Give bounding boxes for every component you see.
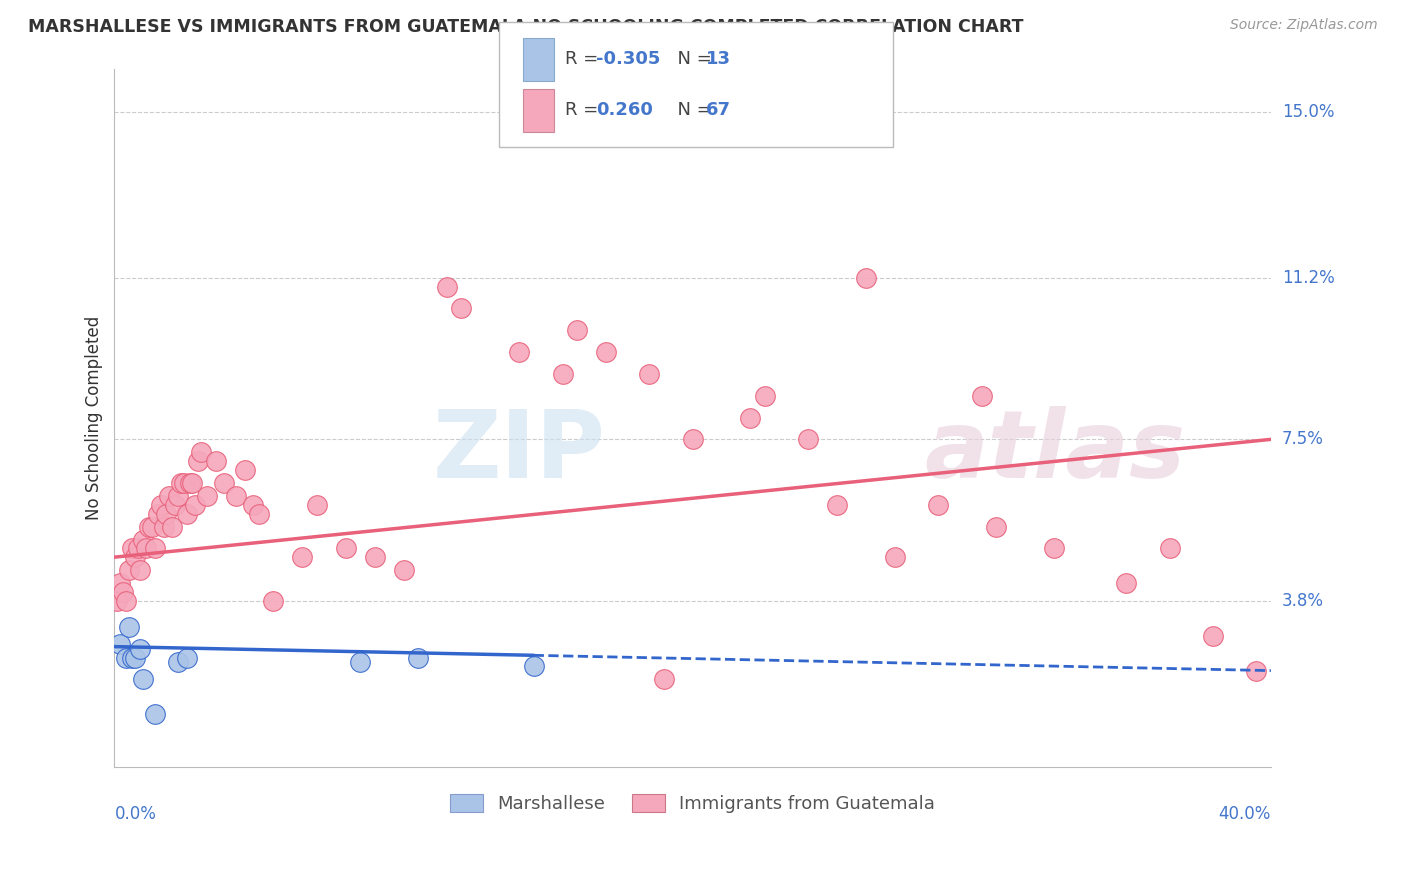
Legend: Marshallese, Immigrants from Guatemala: Marshallese, Immigrants from Guatemala [443,787,942,821]
Text: R =: R = [565,50,605,68]
Point [165,498,187,512]
Point [135,541,157,556]
Point [127,541,149,556]
Point [595,345,617,359]
Point [121,541,143,556]
Point [112,585,135,599]
Point [682,433,704,447]
Text: ZIP: ZIP [433,407,606,499]
Point [190,445,212,459]
Point [115,594,138,608]
Point [1246,664,1268,678]
Point [1202,629,1225,643]
Point [335,541,357,556]
Point [392,563,415,577]
Point [242,498,264,512]
Point [138,519,160,533]
Point [118,620,141,634]
Point [108,576,131,591]
Point [132,533,155,547]
Point [173,475,195,490]
Text: 7.5%: 7.5% [1282,430,1324,449]
Point [187,454,209,468]
Text: R =: R = [565,102,610,120]
Text: N =: N = [666,102,718,120]
Text: 67: 67 [706,102,731,120]
Point [167,489,190,503]
Text: Source: ZipAtlas.com: Source: ZipAtlas.com [1230,18,1378,32]
Point [565,323,588,337]
Text: 13: 13 [706,50,731,68]
Point [233,463,256,477]
Point [115,650,138,665]
Point [450,301,472,316]
Point [884,550,907,565]
Point [825,498,848,512]
Point [143,707,166,722]
Point [970,389,993,403]
Point [184,498,207,512]
Point [181,475,204,490]
Point [118,563,141,577]
Point [121,650,143,665]
Point [986,519,1008,533]
Point [195,489,218,503]
Point [108,637,131,651]
Point [143,541,166,556]
Point [1043,541,1066,556]
Point [167,655,190,669]
Point [305,498,328,512]
Text: 3.8%: 3.8% [1282,591,1324,610]
Point [797,433,820,447]
Text: 0.260: 0.260 [596,102,652,120]
Point [152,519,174,533]
Point [132,673,155,687]
Point [349,655,371,669]
Point [124,650,146,665]
Point [754,389,776,403]
Point [129,563,152,577]
Point [363,550,385,565]
Point [146,507,169,521]
Point [149,498,172,512]
Point [291,550,314,565]
Y-axis label: No Schooling Completed: No Schooling Completed [86,316,103,520]
Point [927,498,949,512]
Point [551,367,574,381]
Point [176,650,198,665]
Text: 11.2%: 11.2% [1282,269,1334,287]
Text: -0.305: -0.305 [596,50,661,68]
Point [155,507,177,521]
Point [179,475,201,490]
Point [638,367,661,381]
Point [105,594,128,608]
Text: N =: N = [666,50,718,68]
Point [129,641,152,656]
Point [406,650,429,665]
Point [523,659,546,673]
Text: atlas: atlas [924,407,1185,499]
Text: 0.0%: 0.0% [114,805,156,823]
Point [162,519,184,533]
Point [508,345,530,359]
Point [204,454,226,468]
Point [214,475,236,490]
Point [176,507,198,521]
Point [262,594,284,608]
Point [124,550,146,565]
Point [157,489,180,503]
Point [855,271,877,285]
Point [247,507,270,521]
Point [652,673,675,687]
Text: 40.0%: 40.0% [1219,805,1271,823]
Point [1115,576,1137,591]
Point [225,489,247,503]
Point [170,475,193,490]
Point [141,519,163,533]
Point [1159,541,1181,556]
Text: MARSHALLESE VS IMMIGRANTS FROM GUATEMALA NO SCHOOLING COMPLETED CORRELATION CHAR: MARSHALLESE VS IMMIGRANTS FROM GUATEMALA… [28,18,1024,36]
Text: 15.0%: 15.0% [1282,103,1334,121]
Point [436,279,458,293]
Point [740,410,762,425]
